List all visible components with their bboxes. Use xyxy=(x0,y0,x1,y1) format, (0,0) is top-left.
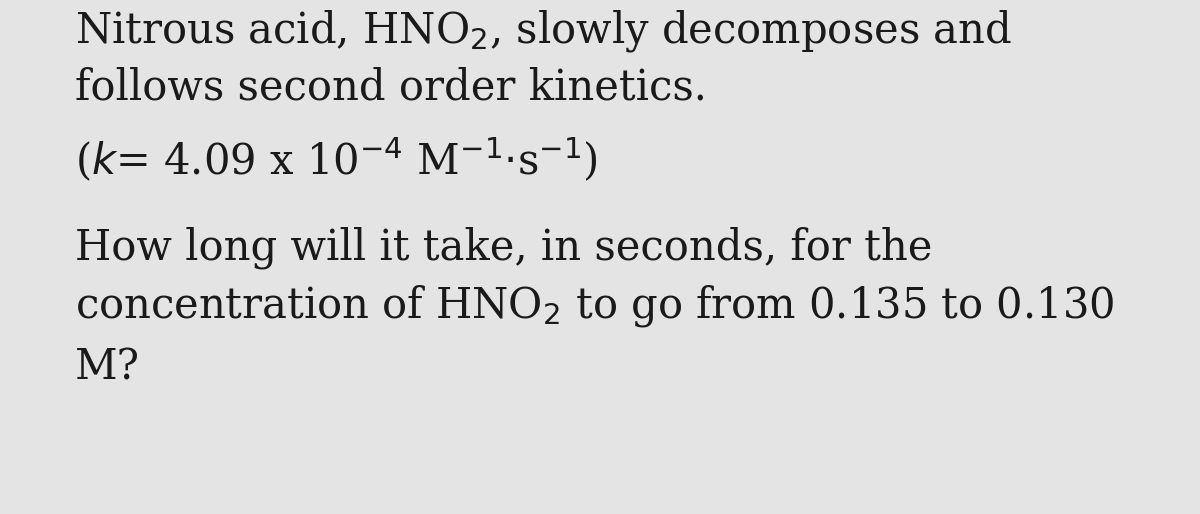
Text: ($k$= 4.09 x 10$^{-4}$ M$^{-1}$$\cdot$s$^{-1}$): ($k$= 4.09 x 10$^{-4}$ M$^{-1}$$\cdot$s$… xyxy=(74,136,598,184)
Text: How long will it take, in seconds, for the: How long will it take, in seconds, for t… xyxy=(74,227,932,269)
Text: follows second order kinetics.: follows second order kinetics. xyxy=(74,67,707,109)
Text: Nitrous acid, HNO$_2$, slowly decomposes and: Nitrous acid, HNO$_2$, slowly decomposes… xyxy=(74,8,1012,54)
Text: concentration of HNO$_2$ to go from 0.135 to 0.130: concentration of HNO$_2$ to go from 0.13… xyxy=(74,283,1115,329)
Text: M?: M? xyxy=(74,347,140,389)
